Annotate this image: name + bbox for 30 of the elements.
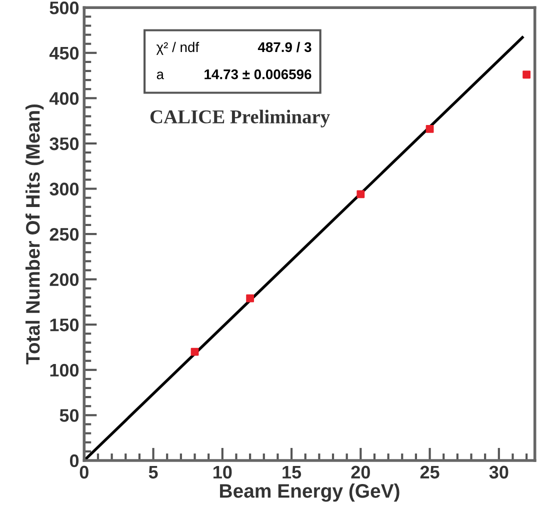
point	[522, 70, 531, 79]
y-axis-title: Total Number Of Hits (Mean)	[26, 104, 44, 364]
y-tick-label: 50	[60, 409, 79, 422]
annotation: a	[156, 72, 164, 80]
annotation: 14.73 ± 0.006596	[204, 69, 312, 80]
y-tick-label: 400	[49, 92, 79, 105]
point	[426, 125, 434, 133]
x-tick-label: 30	[489, 466, 508, 479]
y-tick-label: 150	[50, 318, 79, 332]
point	[356, 190, 365, 198]
x-tick-label: 25	[420, 466, 440, 479]
x-tick-label: 15	[282, 466, 302, 479]
y-tick-label: 100	[50, 364, 79, 377]
y-tick-label: 300	[50, 182, 79, 196]
y-tick-label: 350	[50, 137, 79, 150]
y-tick-label: 0	[70, 454, 79, 468]
x-tick-label: 0	[80, 466, 88, 479]
x-axis-title: Beam Energy (GeV)	[220, 484, 400, 502]
y-tick-label: 450	[49, 46, 79, 60]
y-tick-label: 200	[50, 273, 79, 286]
x-tick-label: 10	[214, 466, 232, 479]
annotation: χ² / ndf	[156, 42, 200, 55]
annotation: CALICE Preliminary	[150, 110, 330, 128]
point	[190, 348, 199, 356]
point	[246, 294, 254, 302]
y-tick-label: 250	[50, 228, 79, 241]
x-tick-label: 20	[351, 466, 370, 479]
annotation: 487.9 / 3	[258, 42, 312, 52]
y-tick-label: 500	[50, 2, 79, 14]
x-tick-label: 5	[148, 466, 158, 479]
